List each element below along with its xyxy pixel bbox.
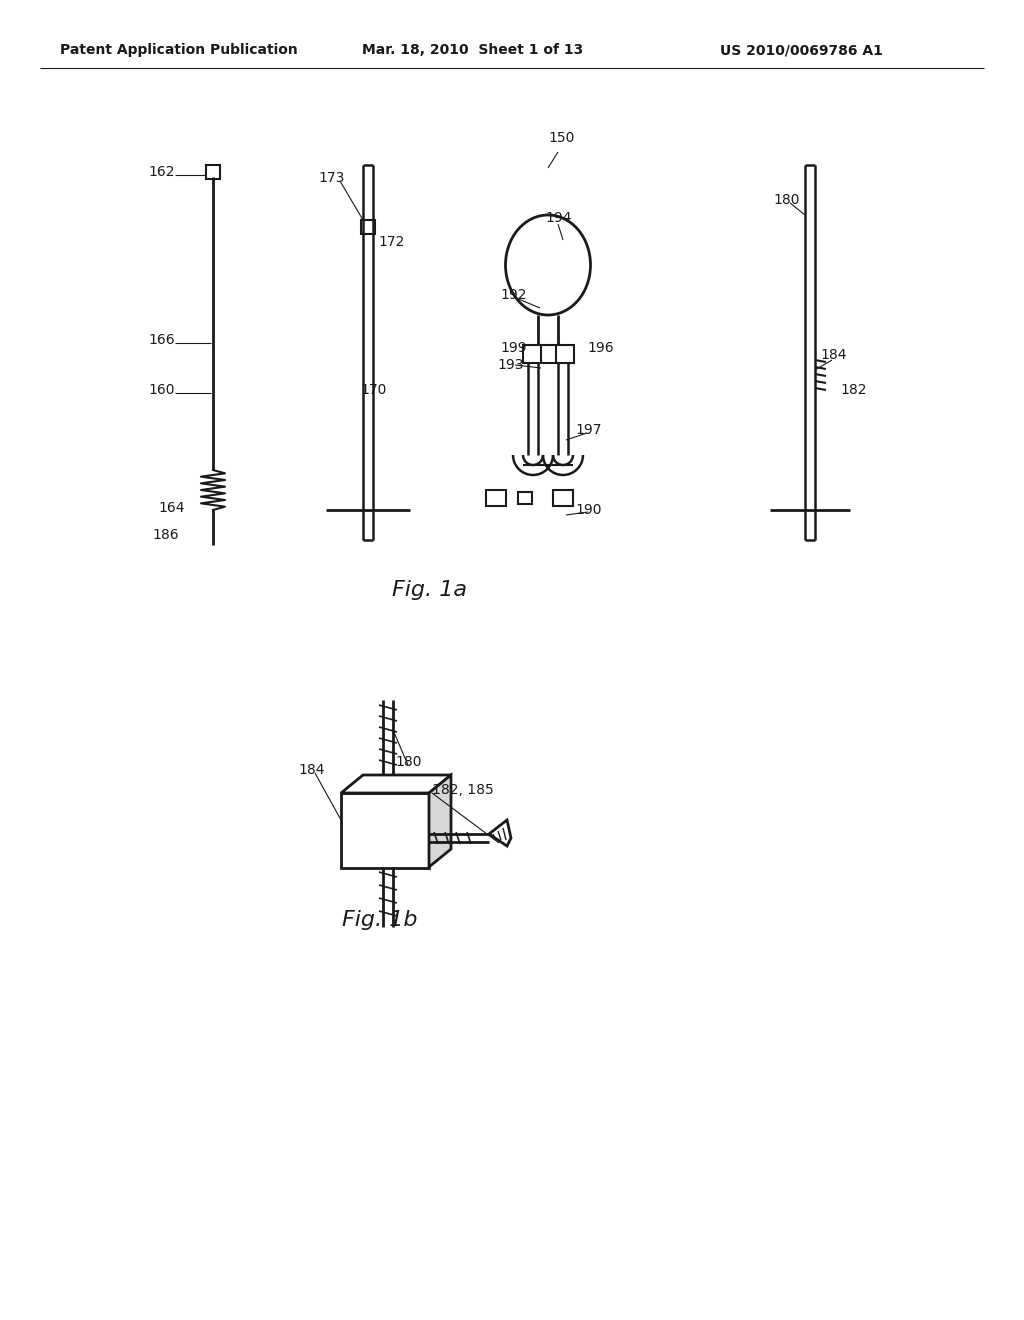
Text: Mar. 18, 2010  Sheet 1 of 13: Mar. 18, 2010 Sheet 1 of 13: [362, 44, 584, 57]
Bar: [206, 165, 220, 180]
Text: 197: 197: [575, 422, 601, 437]
Text: 182, 185: 182, 185: [432, 783, 494, 797]
Bar: [523, 345, 541, 363]
Polygon shape: [429, 775, 451, 867]
Text: 194: 194: [545, 211, 571, 224]
Bar: [341, 793, 429, 869]
Text: Fig. 1b: Fig. 1b: [342, 909, 418, 931]
Polygon shape: [341, 775, 451, 793]
Bar: [361, 220, 375, 234]
Text: 160: 160: [148, 383, 174, 397]
Text: 184: 184: [298, 763, 325, 777]
Text: 170: 170: [360, 383, 386, 397]
Text: 162: 162: [148, 165, 174, 180]
Text: Patent Application Publication: Patent Application Publication: [60, 44, 298, 57]
Text: US 2010/0069786 A1: US 2010/0069786 A1: [720, 44, 883, 57]
Text: Fig. 1a: Fig. 1a: [392, 579, 468, 601]
Text: 190: 190: [575, 503, 601, 517]
Text: 199: 199: [500, 341, 526, 355]
Polygon shape: [489, 820, 511, 846]
Bar: [518, 492, 532, 504]
Bar: [556, 345, 574, 363]
Text: 173: 173: [318, 172, 344, 185]
Text: 150: 150: [548, 131, 574, 145]
Text: 180: 180: [773, 193, 800, 207]
Text: 172: 172: [378, 235, 404, 249]
Text: 166: 166: [148, 333, 175, 347]
Bar: [553, 490, 573, 506]
Text: 182: 182: [840, 383, 866, 397]
Text: 164: 164: [158, 502, 184, 515]
Text: 186: 186: [152, 528, 178, 543]
Text: 184: 184: [820, 348, 847, 362]
Text: 192: 192: [500, 288, 526, 302]
Text: 196: 196: [587, 341, 613, 355]
Text: 193: 193: [497, 358, 523, 372]
Text: 180: 180: [395, 755, 422, 770]
Bar: [486, 490, 506, 506]
